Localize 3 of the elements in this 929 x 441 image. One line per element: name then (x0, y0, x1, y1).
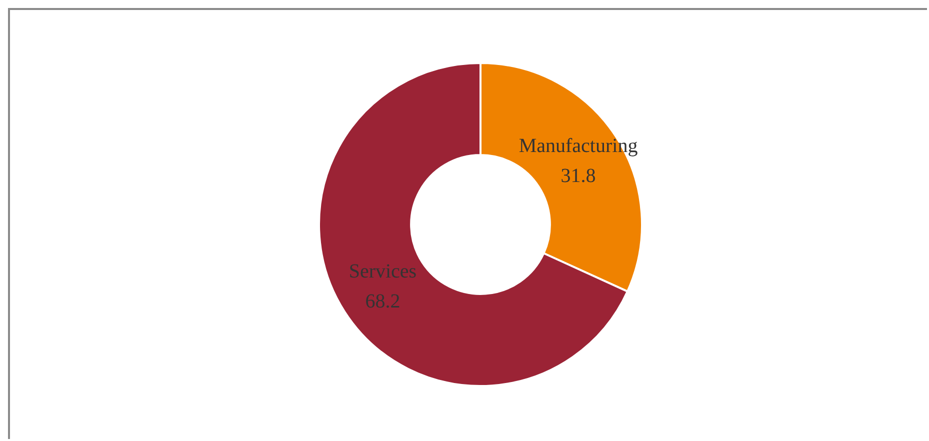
data-label: 31.8 (560, 164, 596, 187)
slice-label: Services (348, 260, 417, 283)
data-label: 68.2 (365, 290, 400, 313)
